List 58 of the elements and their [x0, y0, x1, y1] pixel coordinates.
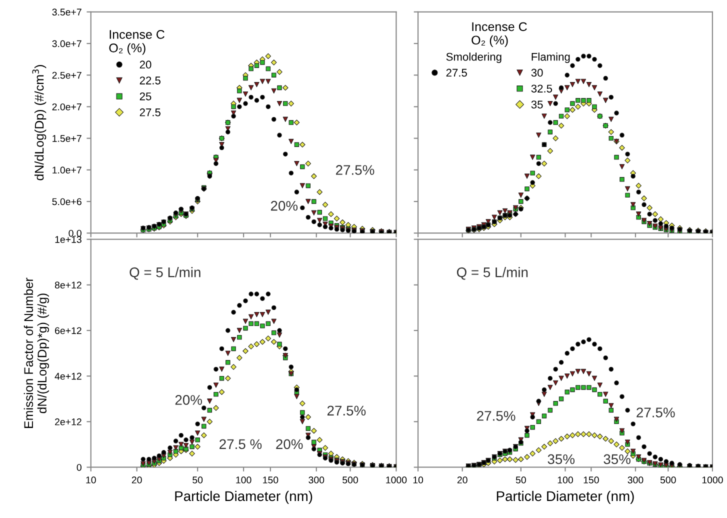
x-axis-title: Particle Diameter (nm): [175, 490, 312, 504]
legend-label: 35: [531, 100, 543, 108]
annotation: Q = 5 L/min: [130, 267, 200, 280]
legend-label: 25: [140, 92, 152, 100]
x-tick-label: 100: [558, 476, 573, 484]
legend-label: 30: [531, 68, 543, 77]
y-tick-label: 2.5e+7: [52, 72, 82, 79]
x-tick-label: 500: [660, 476, 676, 484]
y-tick-label: 6e+12: [55, 327, 82, 334]
y-axis-title: Emission Factor of Number dN/(dLog(Dp)*g) (#/g): [24, 278, 49, 428]
annotation: 35%: [548, 454, 575, 464]
x-tick-label: 500: [342, 476, 358, 484]
annotation: Smoldering: [446, 52, 502, 63]
annotation: 27.5 %: [220, 439, 262, 450]
y-tick-label: 1.5e+7: [52, 135, 82, 142]
legend-label: 20: [140, 60, 152, 69]
annotation: 27.5%: [327, 406, 366, 416]
legend-title: Incense C O₂ (%): [109, 30, 164, 55]
legend-label: 27.5: [446, 68, 467, 77]
annotation: Flaming: [532, 52, 570, 63]
x-tick-label: 150: [263, 476, 278, 484]
legend-label: 27.5: [140, 108, 160, 116]
annotation: 35%: [604, 454, 630, 464]
x-tick-label: 1000: [702, 476, 723, 484]
y-tick-label: 3.5e+7: [52, 8, 82, 16]
annotation: 20%: [175, 395, 202, 405]
y-tick-label: 1e+13: [55, 236, 82, 243]
x-tick-label: 20: [457, 476, 468, 484]
y-tick-label: 3.0e+7: [52, 40, 82, 48]
x-tick-label: 20: [132, 476, 142, 484]
y-tick-label: 0: [76, 464, 82, 471]
y-tick-label: 5.0e+6: [52, 198, 82, 206]
x-tick-label: 300: [308, 476, 324, 484]
y-tick-label: 2.0e+7: [52, 103, 82, 110]
annotation: 20%: [276, 439, 303, 450]
x-tick-label: 50: [192, 476, 203, 484]
y-tick-label: 1.0e+7: [52, 166, 82, 174]
y-tick-label: 2e+12: [55, 418, 82, 426]
y-axis-title: dN/dLog(Dp) (#/cm$^{3}$): [32, 65, 46, 180]
x-tick-label: 10: [86, 476, 96, 484]
x-tick-label: 1000: [386, 476, 407, 484]
annotation: Q = 5 L/min: [456, 267, 528, 280]
y-tick-label: 8e+12: [54, 282, 82, 289]
legend-label: 32.5: [531, 84, 552, 93]
annotation: 27.5%: [636, 408, 675, 418]
annotation: 27.5%: [477, 410, 516, 421]
y-tick-label: 4e+12: [54, 372, 82, 380]
x-tick-label: 10: [413, 476, 424, 484]
legend-title: Incense C O₂ (%): [472, 22, 527, 48]
x-tick-label: 50: [516, 476, 526, 484]
x-tick-label: 300: [628, 476, 644, 484]
x-tick-label: 150: [584, 476, 599, 484]
x-axis-title: Particle Diameter (nm): [496, 490, 634, 504]
legend-label: 22.5: [140, 76, 160, 84]
x-tick-label: 100: [236, 476, 252, 484]
annotation: 20%: [270, 200, 298, 211]
y-tick-label: 0.0: [68, 230, 82, 237]
annotation: 27.5%: [336, 165, 374, 175]
